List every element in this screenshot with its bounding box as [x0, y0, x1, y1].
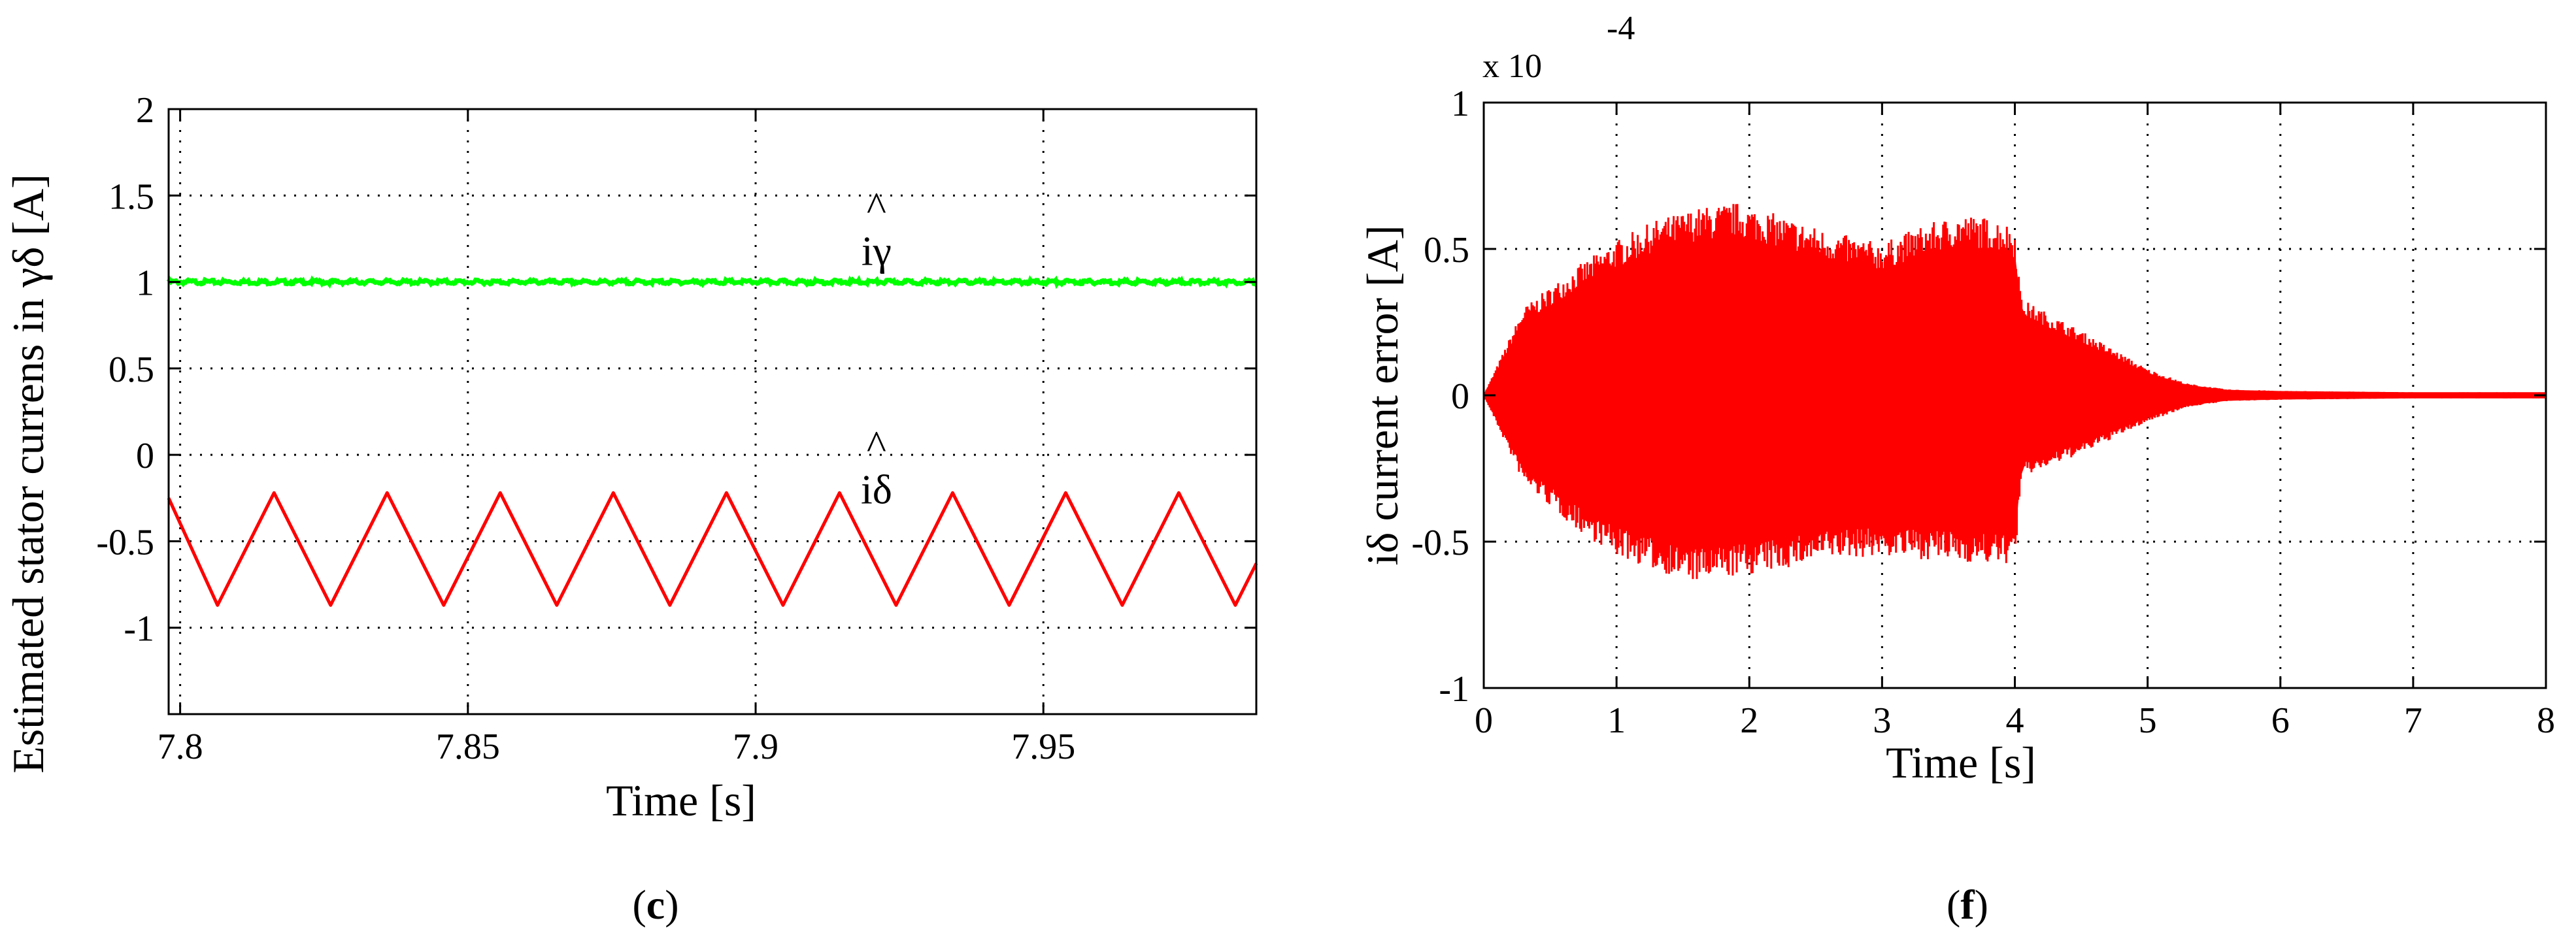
chart-f-ytick-label: 1 [1451, 84, 1469, 124]
chart-c-ytick-label: 1 [136, 263, 154, 304]
chart-c-annotation-hat: ^ [867, 183, 886, 229]
chart-f-ytick-label: -1 [1439, 669, 1469, 710]
chart-c-series-line-igamma [166, 274, 1258, 289]
chart-f-series-fill-error [1482, 236, 2547, 550]
chart-f-ticks: 0 1 2 3 4 5 6 7 8 -1 -0.5 0 0.5 1 [1411, 84, 2555, 741]
chart-c-annotation-hat: ^ [867, 422, 886, 468]
chart-f-ytick-label: 0.5 [1424, 230, 1469, 270]
chart-f-xtick-label: 6 [2271, 700, 2290, 741]
chart-f-xtick-label: 4 [2006, 700, 2024, 741]
chart-f-xlabel: Time [s] [1886, 738, 2036, 787]
chart-f-ytick-label: 0 [1451, 376, 1469, 417]
chart-f: 0 1 2 3 4 5 6 7 8 -1 -0.5 0 0.5 1 x 10 -4 Time [s] iδ… [1358, 10, 2555, 928]
chart-f-ytick-label: -0.5 [1411, 523, 1469, 563]
chart-f-xtick-label: 1 [1607, 700, 1626, 741]
chart-c-ytick-label: 0 [136, 436, 154, 476]
chart-f-scale-factor: x 10 [1482, 48, 1542, 85]
chart-f-ylabel: iδ current error [A] [1358, 225, 1407, 566]
chart-c-axes-frame [167, 108, 1258, 715]
chart-c-xlabel: Time [s] [606, 776, 756, 825]
chart-c-xtick-label: 7.8 [158, 727, 203, 767]
chart-c-xtick-label: 7.95 [1011, 727, 1075, 767]
chart-f-series [1482, 204, 2547, 580]
chart-c-ylabel: Estimated stator currens in γδ [A] [3, 174, 53, 774]
chart-c-ytick-label: -1 [124, 609, 154, 649]
chart-c-annotation-label: iγ [861, 227, 892, 274]
chart-f-scale-exponent: -4 [1607, 10, 1635, 47]
chart-c-xtick-label: 7.85 [436, 727, 500, 767]
chart-c-grid [169, 109, 1256, 714]
chart-c-ytick-label: 0.5 [109, 350, 154, 390]
chart-c-ytick-label: -0.5 [96, 522, 154, 563]
chart-c-series-line-idelta [167, 491, 1258, 607]
chart-f-xtick-label: 0 [1475, 700, 1493, 741]
chart-c-annotations: ^iγ^iδ [861, 183, 892, 512]
chart-c-ytick-label: 1.5 [109, 176, 154, 217]
chart-f-xtick-label: 8 [2537, 700, 2555, 741]
chart-c-series [166, 274, 1258, 607]
chart-c-ytick-label: 2 [136, 90, 154, 131]
chart-c-xtick-label: 7.9 [733, 727, 778, 767]
chart-c-panel-label: (c) [632, 881, 678, 928]
chart-f-xtick-label: 3 [1873, 700, 1891, 741]
chart-c: 7.8 7.85 7.9 7.95-1-0.500.511.52 ^iγ^iδ Tim… [3, 90, 1258, 928]
chart-c-ticks: 7.8 7.85 7.9 7.95 -1 -0.5 0 0.5 1 1.5 2 [96, 90, 1256, 767]
chart-f-xtick-label: 5 [2139, 700, 2157, 741]
chart-f-panel-label: (f) [1947, 881, 1988, 928]
chart-f-xtick-label: 2 [1740, 700, 1758, 741]
chart-f-xtick-label: 7 [2404, 700, 2422, 741]
chart-c-annotation-label: iδ [861, 467, 892, 513]
